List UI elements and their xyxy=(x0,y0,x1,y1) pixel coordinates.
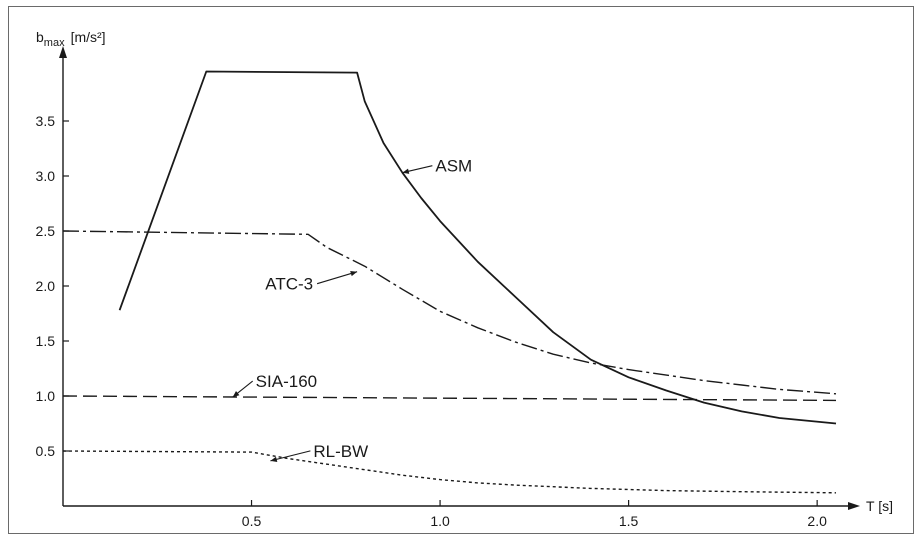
x-tick-label: 1.5 xyxy=(619,513,639,529)
annotation-arrowhead xyxy=(270,456,278,462)
annotation-leader xyxy=(270,450,311,462)
series-label-asm: ASM xyxy=(435,157,472,176)
series-line-sia-160 xyxy=(62,395,837,402)
series-line-asm xyxy=(118,70,837,425)
series-label-atc-3: ATC-3 xyxy=(265,275,313,294)
annotation-arrowhead xyxy=(232,390,240,398)
x-tick-label: 1.0 xyxy=(430,513,450,529)
annotation-leader xyxy=(316,271,358,285)
y-tick-label: 2.5 xyxy=(36,223,56,239)
x-axis-arrow xyxy=(848,502,860,510)
y-axis-label-main: b xyxy=(36,29,44,45)
y-axis-arrow xyxy=(59,46,67,58)
series-line-rl-bw xyxy=(62,450,837,494)
y-axis-label: bmax [m/s²] xyxy=(36,29,106,49)
y-tick-label: 3.0 xyxy=(36,168,56,184)
x-tick-label: 0.5 xyxy=(242,513,262,529)
y-axis-label-sub: max xyxy=(44,37,65,49)
series-label-rl-bw: RL-BW xyxy=(313,442,368,461)
x-axis-label: T [s] xyxy=(866,498,893,514)
annotation-arrowhead xyxy=(402,168,410,174)
x-tick-label: 2.0 xyxy=(807,513,827,529)
y-axis-label-unit: [m/s²] xyxy=(71,29,106,45)
annotation-arrowhead xyxy=(350,270,358,277)
axes-group xyxy=(59,46,860,510)
y-tick-label: 2.0 xyxy=(36,278,56,294)
y-tick-label: 0.5 xyxy=(36,443,56,459)
chart-frame xyxy=(8,6,914,534)
ticks-group: 0.5 1.0 1.5 2.0 0.5 1.0 1.5 2.0 2.5 3.0 3.5 xyxy=(36,113,828,529)
annotations-group: ASM ATC-3 SIA-160 RL-BW xyxy=(232,157,472,462)
y-tick-label: 1.0 xyxy=(36,388,56,404)
y-tick-label: 1.5 xyxy=(36,333,56,349)
y-tick-label: 3.5 xyxy=(36,113,56,129)
series-line-atc-3 xyxy=(62,230,837,395)
series-label-sia-160: SIA-160 xyxy=(256,372,317,391)
series-group xyxy=(62,70,837,494)
